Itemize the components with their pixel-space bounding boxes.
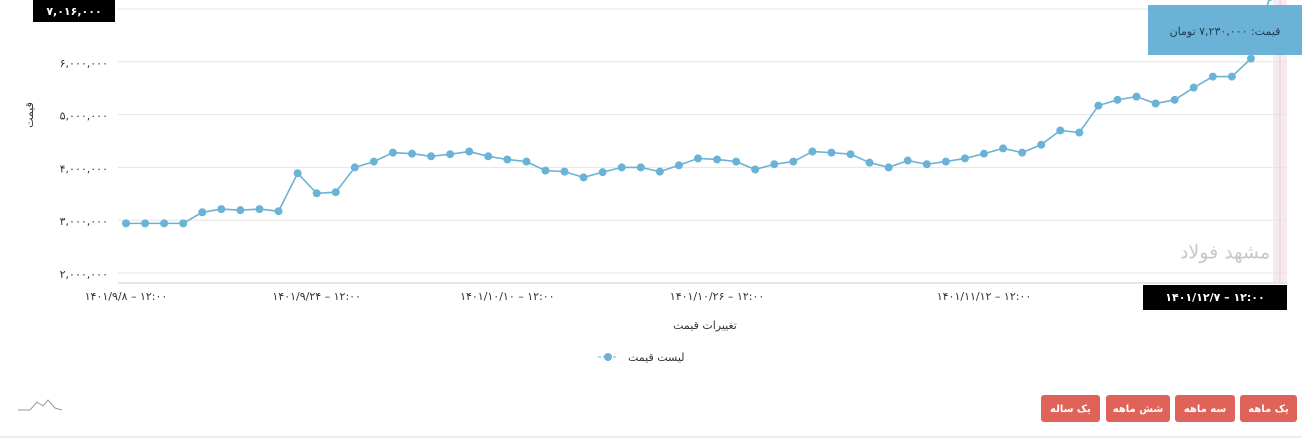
data-point (674, 161, 683, 170)
data-point (1132, 92, 1141, 101)
data-point (503, 155, 512, 164)
y-tick-label: ۶,۰۰۰,۰۰۰ (60, 57, 108, 70)
data-point (1113, 95, 1122, 104)
data-point (1208, 72, 1217, 81)
x-tick-label: ۱۴۰۱/۱۱/۱۲ – ۱۲:۰۰ (937, 290, 1032, 303)
data-point (1267, 0, 1273, 1)
data-point (598, 168, 607, 177)
data-point (122, 219, 130, 228)
data-point (331, 188, 340, 197)
data-point (236, 206, 245, 215)
data-point (1075, 128, 1084, 137)
data-point (408, 149, 416, 158)
x-tick-label: ۱۴۰۱/۱۰/۲۶ – ۱۲:۰۰ (670, 290, 765, 303)
data-point (617, 163, 626, 172)
data-point (1151, 99, 1160, 108)
data-point (732, 157, 741, 166)
range-button-label[interactable]: یک ساله (1050, 404, 1091, 415)
data-point (141, 219, 150, 228)
crosshair-x-label: ۱۴۰۱/۱۲/۷ – ۱۲:۰۰ (1165, 291, 1264, 304)
tooltip-text: قیمت: ۷,۲۳۰,۰۰۰ تومان (1170, 25, 1281, 38)
data-point (293, 169, 302, 178)
data-point (789, 157, 798, 166)
data-point (388, 148, 397, 157)
data-point (1056, 126, 1065, 135)
data-point (350, 163, 359, 172)
data-point (941, 157, 950, 166)
data-point (713, 155, 722, 164)
data-point (160, 219, 169, 228)
tooltip-box (1148, 5, 1302, 55)
data-point (446, 150, 455, 159)
x-tick-label: ۱۴۰۱/۹/۲۴ – ۱۲:۰۰ (272, 290, 361, 303)
y-tick-label: ۵,۰۰۰,۰۰۰ (60, 110, 108, 123)
legend-label[interactable]: لیست قیمت (628, 351, 685, 364)
data-point (484, 152, 493, 161)
data-point (1037, 140, 1046, 149)
y-tick-label: ۳,۰۰۰,۰۰۰ (60, 215, 108, 228)
x-axis-title: تغییرات قیمت (673, 319, 737, 332)
data-point (579, 173, 588, 182)
data-point (655, 167, 664, 176)
data-point (179, 219, 188, 228)
data-point (999, 144, 1008, 153)
y-tick-label: ۲,۰۰۰,۰۰۰ (60, 268, 108, 281)
data-point (922, 160, 931, 169)
data-point (770, 160, 779, 169)
data-point (522, 157, 531, 166)
data-point (560, 167, 569, 176)
data-point (1094, 101, 1103, 110)
data-point (903, 156, 912, 165)
data-point (846, 150, 855, 159)
data-point (1189, 83, 1198, 92)
crosshair-y-box (33, 0, 115, 22)
data-point (636, 163, 645, 172)
data-point (255, 205, 264, 214)
sparkline-icon (18, 399, 63, 411)
y-tick-label: ۴,۰۰۰,۰۰۰ (60, 162, 108, 175)
data-point (751, 165, 760, 174)
range-button[interactable] (1175, 395, 1235, 422)
data-point (274, 207, 283, 216)
data-point (884, 163, 893, 172)
data-point (808, 147, 817, 156)
data-point (827, 148, 836, 157)
crosshair-y-label: ۷,۰۱۶,۰۰۰ (46, 5, 101, 18)
range-button-label[interactable]: شش ماهه (1113, 404, 1164, 415)
data-point (1170, 95, 1179, 104)
data-point (541, 166, 550, 175)
data-point (312, 189, 321, 198)
data-point (1018, 148, 1027, 157)
series-line (126, 0, 1270, 225)
legend-marker (604, 353, 612, 361)
data-point (465, 147, 474, 156)
data-point (1246, 54, 1255, 63)
data-point (865, 158, 874, 167)
range-button[interactable] (1106, 395, 1170, 422)
range-button-label[interactable]: سه ماهه (1184, 404, 1226, 415)
x-tick-label: ۱۴۰۱/۹/۸ – ۱۲:۰۰ (85, 290, 168, 303)
y-axis-title: قیمت (23, 102, 36, 128)
watermark: مشهد فولاد (1180, 242, 1270, 264)
data-point (369, 157, 378, 166)
data-point (960, 154, 969, 163)
crosshair-x-box (1143, 285, 1287, 310)
data-point (980, 149, 988, 158)
data-point (217, 205, 226, 214)
range-button-label[interactable]: یک ماهه (1248, 404, 1289, 415)
data-point (427, 152, 436, 161)
x-tick-label: ۱۴۰۱/۱۰/۱۰ – ۱۲:۰۰ (460, 290, 555, 303)
range-button[interactable] (1041, 395, 1100, 422)
range-button[interactable] (1240, 395, 1297, 422)
data-point (198, 208, 207, 217)
data-point (694, 154, 702, 163)
data-point (1227, 72, 1236, 81)
